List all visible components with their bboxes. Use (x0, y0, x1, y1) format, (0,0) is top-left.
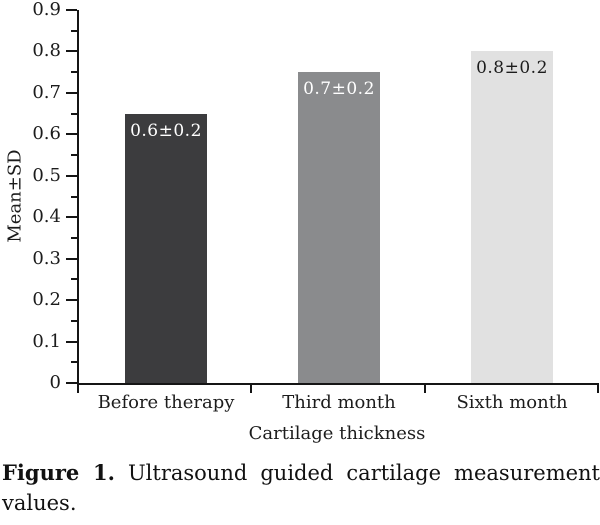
y-axis-tick-label: 0.9 (32, 0, 61, 20)
figure-caption-text: Ultrasound guided cartilage measurement … (2, 461, 600, 515)
y-axis-major-tick (66, 174, 77, 177)
figure-caption: Figure 1. Ultrasound guided cartilage me… (2, 458, 600, 518)
y-axis-minor-tick (71, 154, 77, 157)
x-axis-title: Cartilage thickness (248, 423, 426, 444)
y-axis-minor-tick (71, 112, 77, 115)
y-axis-minor-tick (71, 361, 77, 364)
y-axis-tick-label: 0 (49, 372, 61, 393)
y-axis-tick-label: 0.2 (32, 289, 61, 311)
y-axis-tick-label: 0.3 (32, 247, 61, 269)
plot-area: 0 0.1 0.2 0.3 0.4 0.5 0.6 0.7 0.8 0.9 0.6±0.2 0.7±0… (32, 0, 599, 413)
y-axis-minor-tick (71, 71, 77, 74)
x-axis-boundary-tick (424, 383, 426, 393)
y-axis-minor-tick (71, 319, 77, 322)
y-axis-major-tick (66, 91, 77, 94)
x-axis-category-label: Sixth month (456, 392, 568, 413)
y-axis-major-tick (66, 133, 77, 136)
bar-third-month: 0.7±0.2 (298, 72, 380, 383)
bar-sixth-month: 0.8±0.2 (471, 51, 553, 383)
y-axis-tick-label: 0.8 (32, 40, 61, 62)
figure-caption-number: Figure 1. (2, 460, 115, 485)
y-axis-major-tick (66, 382, 77, 384)
y-axis-major-tick (66, 340, 77, 343)
y-axis-major-tick (66, 9, 77, 11)
y-axis-tick-label: 0.7 (32, 81, 61, 103)
y-axis-minor-tick (71, 278, 77, 281)
x-axis-category-label: Before therapy (97, 392, 235, 413)
y-axis-major-tick (66, 50, 77, 53)
y-axis-minor-tick (71, 29, 77, 32)
y-axis-major-tick (66, 216, 77, 219)
y-axis-title: Mean±SD (4, 149, 26, 243)
bar-value-label: 0.8±0.2 (476, 58, 548, 78)
x-axis-boundary-tick (597, 383, 599, 393)
bar-value-label: 0.6±0.2 (130, 121, 202, 141)
bar-value-label: 0.7±0.2 (303, 79, 375, 99)
y-axis-tick-label: 0.6 (32, 123, 61, 145)
y-axis-minor-tick (71, 195, 77, 198)
bar-before-therapy: 0.6±0.2 (125, 114, 207, 383)
y-axis-major-tick (66, 257, 77, 260)
y-axis-tick-label: 0.5 (32, 164, 61, 186)
x-axis-boundary-tick (250, 383, 252, 393)
y-axis-major-tick (66, 299, 77, 302)
y-axis-minor-tick (71, 236, 77, 239)
y-axis-tick-label: 0.4 (32, 206, 61, 228)
y-axis-tick-label: 0.1 (32, 330, 61, 352)
x-axis-origin-tick (77, 383, 79, 393)
x-axis-category-label: Third month (282, 392, 396, 413)
